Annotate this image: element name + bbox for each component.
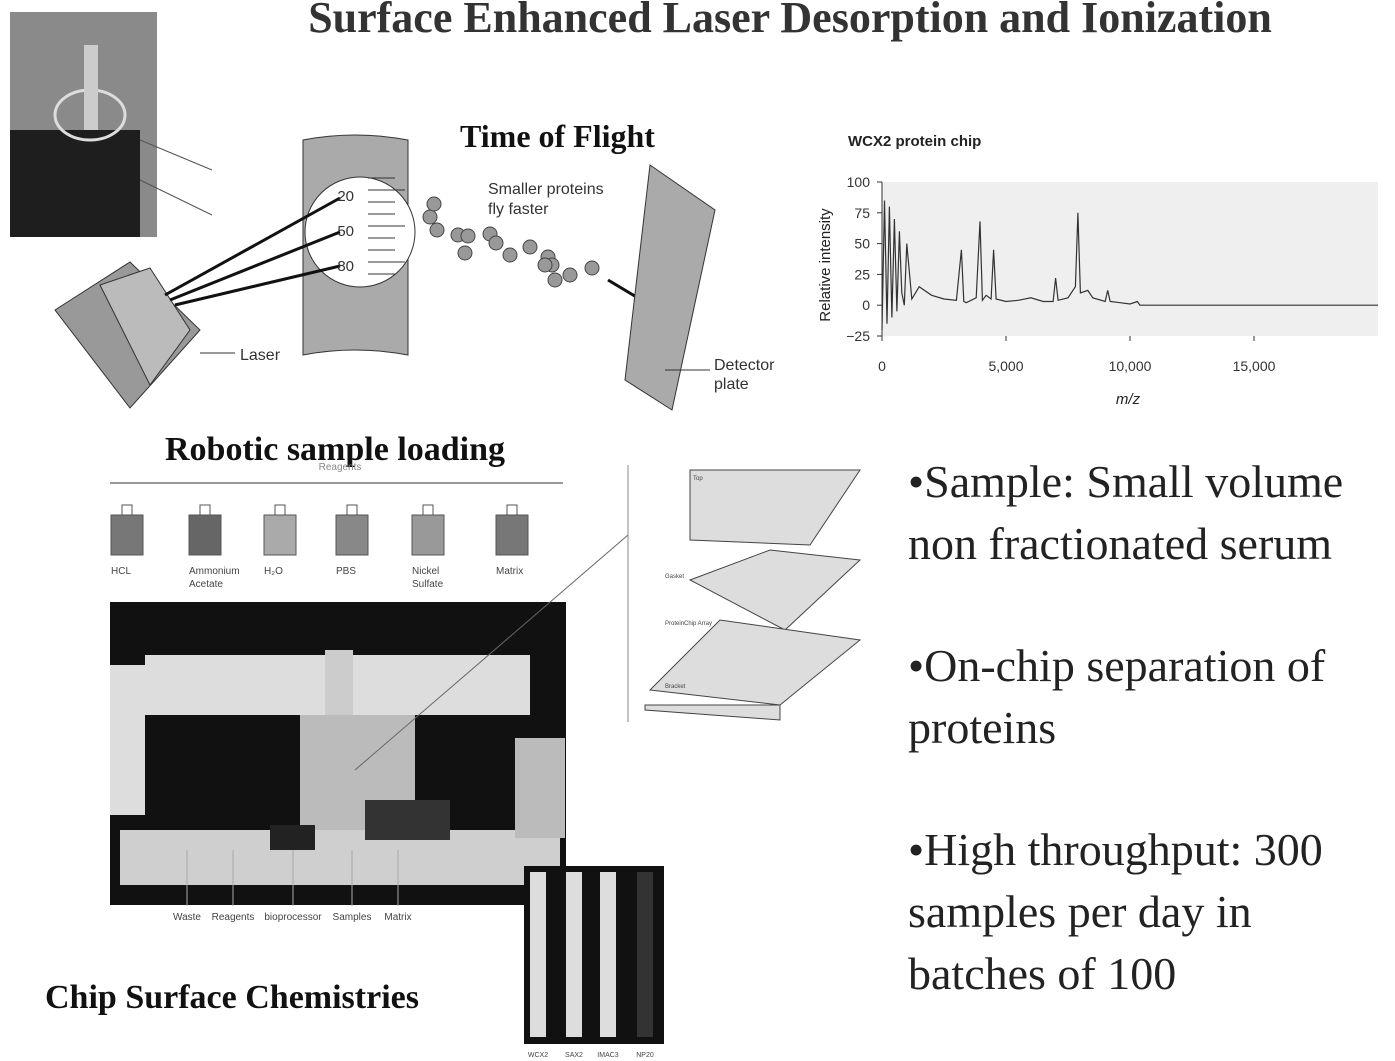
- reagent-label: Matrix: [496, 566, 523, 577]
- detector-plate: [625, 165, 715, 410]
- plate-part-label: Gasket: [665, 574, 684, 580]
- bullet-line: batches of 100: [908, 948, 1176, 999]
- bioprocessor: [270, 825, 315, 850]
- bottle-cap: [275, 505, 285, 515]
- reagent-label: Acetate: [189, 579, 223, 590]
- chip-label: IMAC3: [597, 1052, 619, 1059]
- chip-strip: [637, 872, 653, 1037]
- x-axis-label: m/z: [1116, 391, 1141, 408]
- y-tick-label: 75: [854, 205, 870, 221]
- chips-heading: Chip Surface Chemistries: [45, 979, 419, 1016]
- station-label: Waste: [173, 912, 201, 923]
- reagent-label: HCL: [111, 566, 131, 577]
- reagent-bottle: [264, 515, 296, 555]
- slide-title: Surface Enhanced Laser Desorption and Io…: [308, 0, 1272, 42]
- x-tick-label: 5,000: [988, 358, 1023, 374]
- reagent-bottle: [189, 515, 221, 555]
- x-tick-label: 15,000: [1233, 358, 1276, 374]
- reagent-label: PBS: [336, 566, 356, 577]
- reagent-bottle: [336, 515, 368, 555]
- station-label: bioprocessor: [264, 912, 322, 923]
- flight-note: fly faster: [488, 201, 549, 218]
- slide: Surface Enhanced Laser Desorption and Io…: [0, 0, 1395, 1061]
- reagent-bottle: [111, 515, 143, 555]
- reagent-bottle: [412, 515, 444, 555]
- plate-part-label: Top: [693, 476, 703, 482]
- bottle-cap: [347, 505, 357, 515]
- station-label: Reagents: [212, 912, 255, 923]
- reagent-label: H₂O: [264, 566, 283, 577]
- y-tick-label: 25: [854, 266, 870, 282]
- robot-deck: [120, 830, 560, 885]
- y-tick-label: 0: [862, 297, 870, 313]
- sample-rack: [365, 800, 450, 840]
- laser-label: Laser: [240, 347, 281, 364]
- robot-side-unit: [515, 738, 565, 838]
- reagent-label: Ammonium: [189, 566, 240, 577]
- chart-title: WCX2 protein chip: [848, 133, 981, 150]
- detector-label: plate: [714, 376, 749, 393]
- plate-drawing: [645, 470, 860, 720]
- page: Surface Enhanced Laser Desorption and Io…: [0, 0, 1395, 1061]
- reagents-title: Reagents: [319, 462, 362, 473]
- scale-label: 80: [337, 258, 354, 275]
- detector-label: Detector: [714, 357, 775, 374]
- scale-label: 50: [337, 223, 354, 240]
- station-label: Samples: [333, 912, 372, 923]
- chip-strip: [530, 872, 546, 1037]
- bullet-line: non fractionated serum: [908, 518, 1332, 569]
- chip-label: NP20: [636, 1052, 654, 1059]
- robot-side: [110, 665, 145, 815]
- y-axis-label: Relative intensity: [817, 208, 834, 322]
- plate-part-label: ProteinChip Array: [665, 621, 712, 627]
- bullet-line: •On-chip separation of: [908, 640, 1326, 691]
- bullet-line: •Sample: Small volume: [908, 456, 1343, 507]
- x-tick-label: 10,000: [1109, 358, 1152, 374]
- y-tick-label: −25: [846, 328, 870, 344]
- y-tick-label: 50: [854, 236, 870, 252]
- reagent-label: Sulfate: [412, 579, 444, 590]
- station-label: Matrix: [384, 912, 411, 923]
- bottle-cap: [507, 505, 517, 515]
- chip-label: WCX2: [528, 1052, 548, 1059]
- reagent-bottle: [496, 515, 528, 555]
- bottle-cap: [200, 505, 210, 515]
- y-tick-label: 100: [847, 174, 871, 190]
- photo-chip: [84, 45, 98, 130]
- bullet-line: samples per day in: [908, 886, 1252, 937]
- bottle-cap: [122, 505, 132, 515]
- bullet-line: proteins: [908, 702, 1056, 753]
- plate-part-label: Bracket: [665, 684, 686, 690]
- bullet-line: •High throughput: 300: [908, 824, 1323, 875]
- tof-heading: Time of Flight: [460, 118, 655, 154]
- chip-label: SAX2: [565, 1052, 583, 1059]
- flight-note: Smaller proteins: [488, 181, 604, 198]
- bottle-cap: [423, 505, 433, 515]
- plot-area: [882, 182, 1378, 336]
- scale-label: 20: [337, 188, 354, 205]
- photo-shadow: [10, 130, 140, 237]
- chip-strip: [566, 872, 582, 1037]
- reagent-label: Nickel: [412, 566, 439, 577]
- chip-strip: [600, 872, 616, 1037]
- x-tick-label: 0: [878, 358, 886, 374]
